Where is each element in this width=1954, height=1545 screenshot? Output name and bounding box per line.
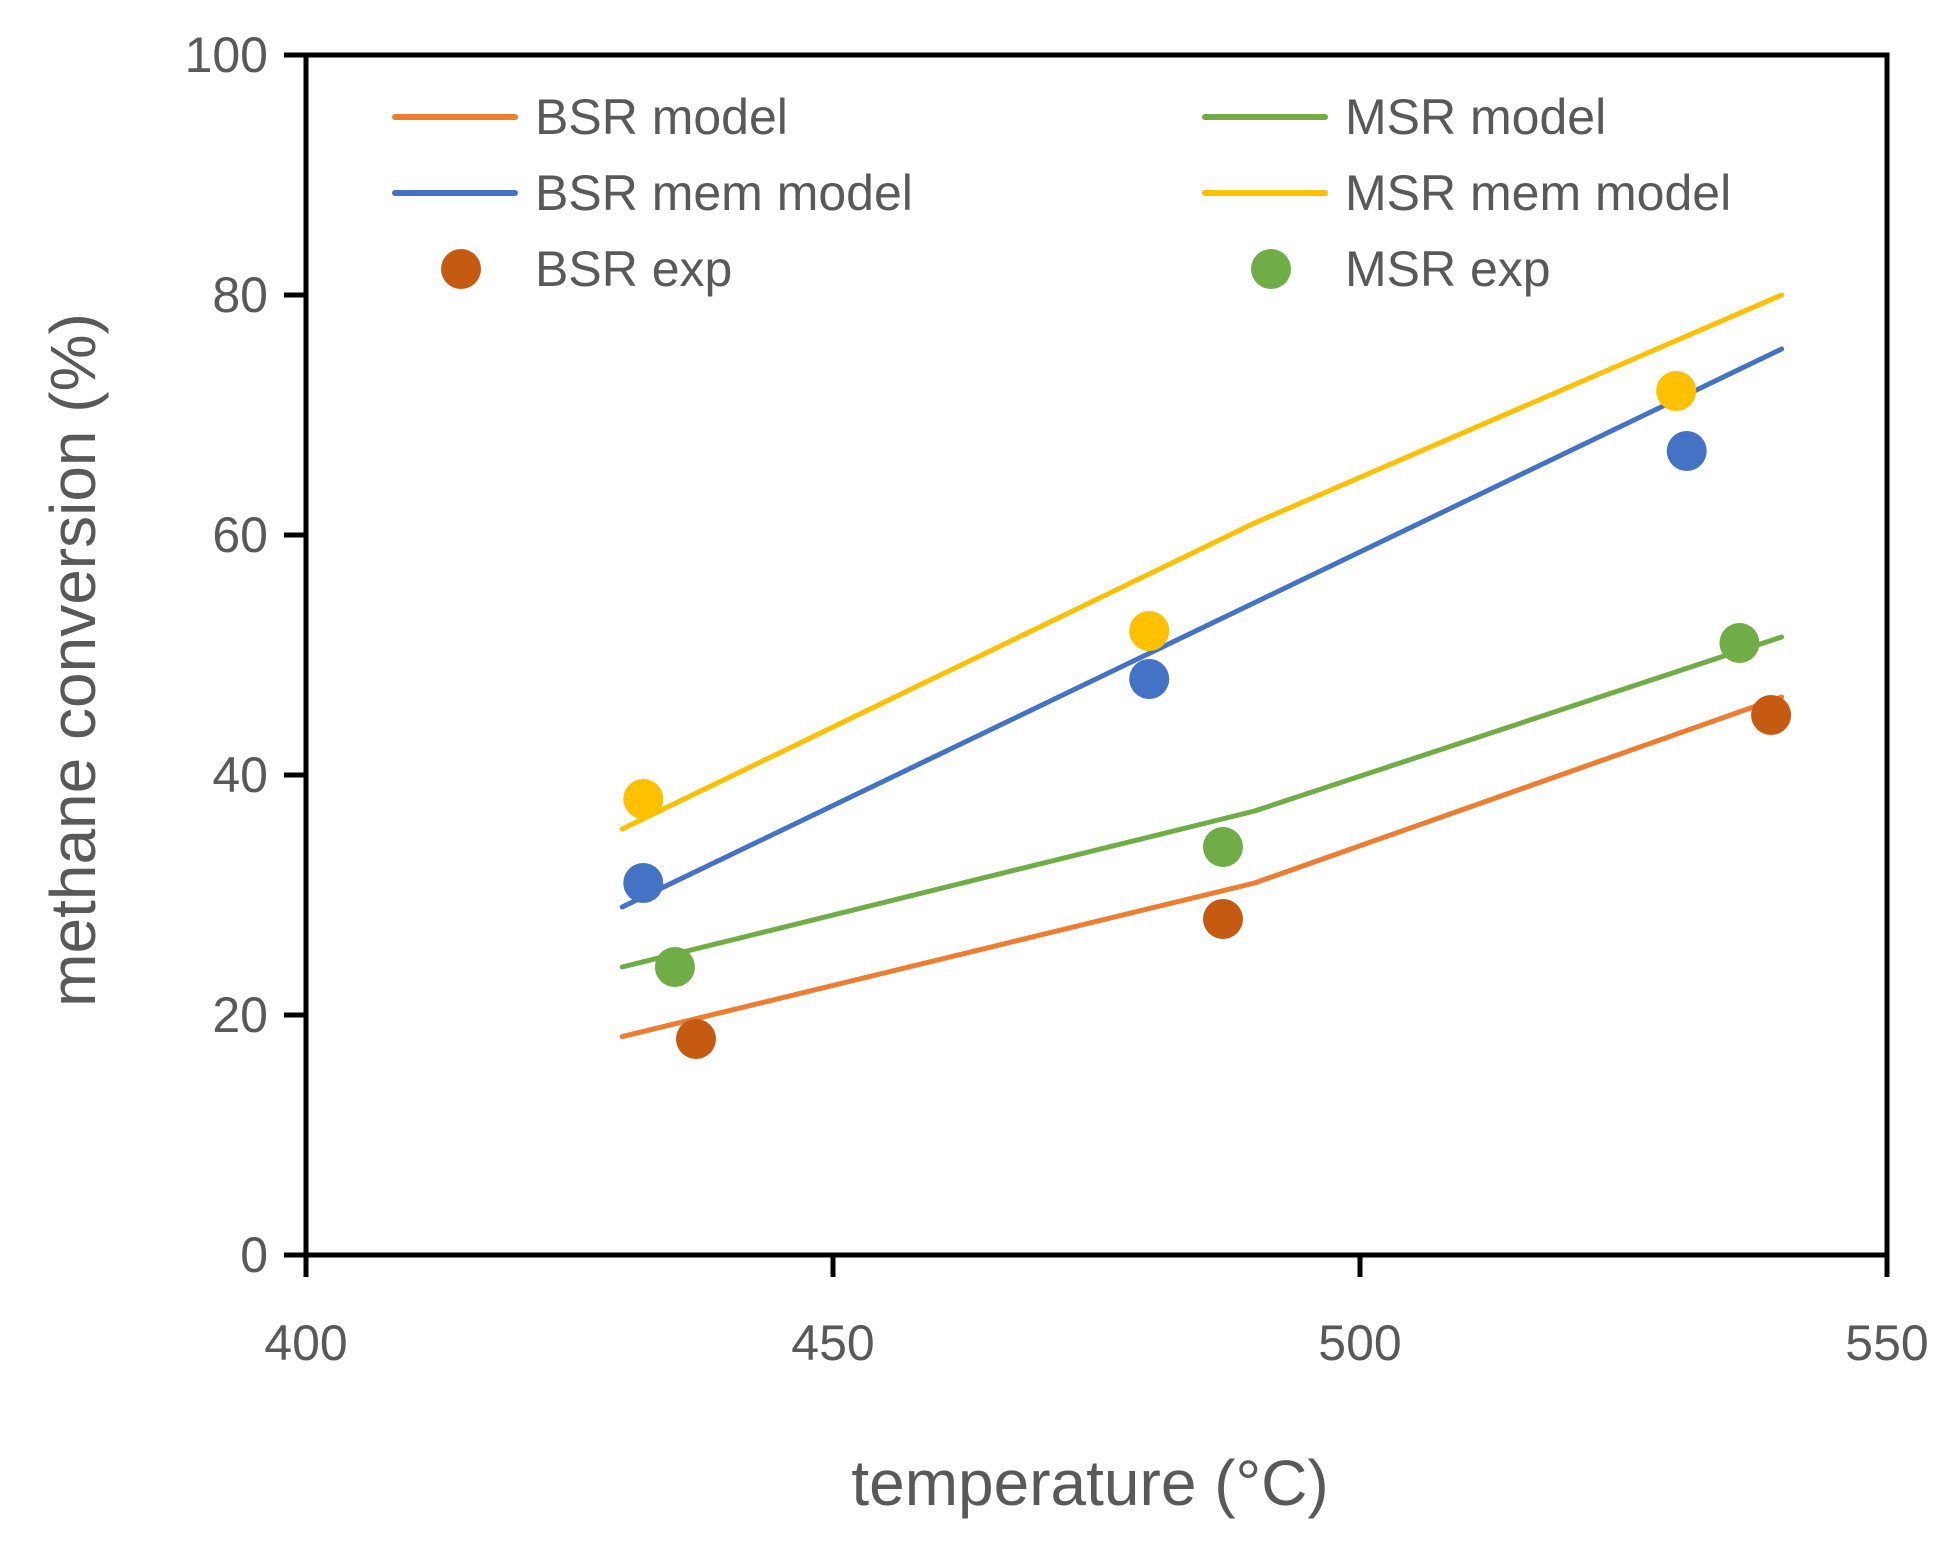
- data-point-msr-exp: [654, 947, 695, 987]
- series-line-msr-mem-model: [619, 292, 1785, 832]
- y-tick-label: 80: [212, 267, 268, 323]
- markers-group: [623, 371, 1792, 1059]
- data-point-msr-exp: [1202, 827, 1243, 867]
- data-point-bsr-exp: [675, 1019, 716, 1059]
- data-point-msr-mem-exp: [1129, 611, 1170, 651]
- data-point-msr-exp: [1719, 623, 1760, 663]
- y-tick-label: 20: [212, 987, 268, 1043]
- data-point-msr-mem-exp: [623, 779, 664, 819]
- data-point-bsr-mem-exp: [1666, 431, 1707, 471]
- legend-label-bsr-exp: BSR exp: [535, 241, 732, 297]
- x-axis-title: temperature (°C): [851, 1447, 1328, 1519]
- plot-frame: [303, 52, 1890, 1258]
- data-point-bsr-exp: [1751, 695, 1792, 735]
- legend-swatch-bsr-exp: [441, 249, 481, 289]
- series-lines-group: [619, 292, 1785, 1040]
- x-tick-label: 550: [1845, 1315, 1928, 1371]
- data-point-bsr-mem-exp: [623, 863, 664, 903]
- legend-label-bsr-model: BSR model: [535, 89, 788, 145]
- x-tick-label: 450: [791, 1315, 874, 1371]
- x-tick-label: 400: [264, 1315, 347, 1371]
- legend-label-msr-exp: MSR exp: [1345, 241, 1551, 297]
- series-line-bsr-model: [619, 694, 1785, 1040]
- y-tick-label: 60: [212, 507, 268, 563]
- series-line-msr-model: [619, 634, 1785, 970]
- y-tick-label: 40: [212, 747, 268, 803]
- y-axis-title: methane conversion (%): [37, 313, 109, 1007]
- y-tick-label: 100: [185, 27, 268, 83]
- axes-group: [303, 52, 1890, 1258]
- series-line-bsr-mem-model: [619, 346, 1785, 910]
- legend: BSR model MSR model BSR mem model MSR mem m…: [392, 89, 1731, 297]
- data-point-msr-mem-exp: [1656, 371, 1697, 411]
- legend-label-bsr-mem-model: BSR mem model: [535, 165, 913, 221]
- x-tick-label: 500: [1318, 1315, 1401, 1371]
- data-point-bsr-mem-exp: [1129, 659, 1170, 699]
- legend-swatch-msr-exp: [1251, 249, 1291, 289]
- y-tick-label: 0: [240, 1227, 268, 1283]
- data-point-bsr-exp: [1202, 899, 1243, 939]
- legend-label-msr-mem-model: MSR mem model: [1345, 165, 1731, 221]
- ticks-group: 0 20 40 60 80 100 400 450 500 550: [185, 27, 1929, 1371]
- legend-label-msr-model: MSR model: [1345, 89, 1606, 145]
